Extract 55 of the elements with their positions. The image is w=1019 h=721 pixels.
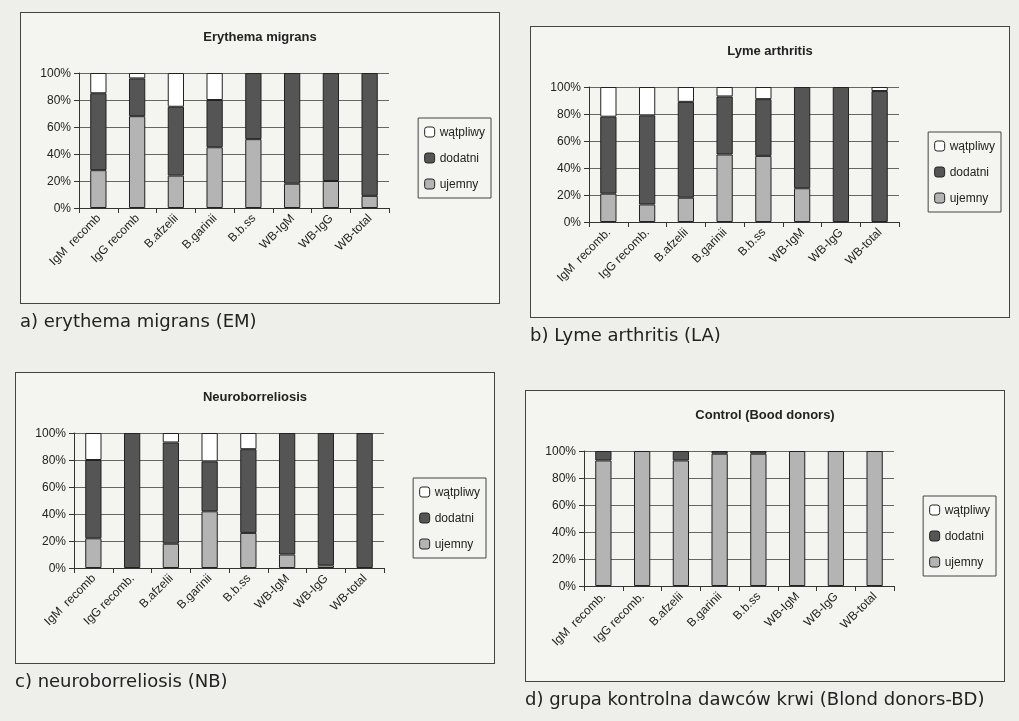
bar — [750, 453, 767, 586]
text: d) grupa kontrolna dawców krwi (Blond donors-BD) — [525, 688, 986, 709]
legend-label: ujemny — [434, 537, 474, 551]
y-tick-label: 80% — [46, 93, 72, 107]
chart-title: Neuroborreliosis — [202, 389, 308, 404]
legend-label: wątpliwy — [943, 503, 991, 517]
bar — [711, 453, 728, 586]
legend-label: wątpliwy — [948, 139, 996, 153]
y-tick-label: 40% — [46, 147, 72, 161]
y-tick-label: 40% — [41, 507, 67, 521]
bar — [356, 433, 373, 568]
y-tick-label: 20% — [46, 174, 72, 188]
bar — [123, 433, 141, 568]
bar — [788, 451, 806, 586]
y-tick-label: 20% — [41, 534, 67, 548]
y-tick-label: 40% — [556, 161, 582, 175]
y-tick-label: 100% — [35, 426, 67, 440]
bar — [866, 451, 883, 586]
y-tick-label: 0% — [48, 561, 67, 575]
text: c) neuroborreliosis (NB) — [15, 670, 229, 691]
y-tick-label: 100% — [550, 80, 582, 94]
bar — [633, 451, 651, 586]
y-tick-label: 80% — [41, 453, 67, 467]
legend-label: ujemny — [439, 177, 479, 191]
y-tick-label: 60% — [556, 134, 582, 148]
y-tick-label: 100% — [40, 66, 72, 80]
legend-label: ujemny — [949, 191, 989, 205]
legend-label: wątpliwy — [438, 125, 486, 139]
y-tick-label: 20% — [551, 552, 577, 566]
y-tick-label: 60% — [46, 120, 72, 134]
bar — [827, 451, 845, 586]
bar — [832, 87, 850, 222]
legend-label: dodatni — [434, 511, 475, 525]
legend-label: ujemny — [944, 555, 984, 569]
legend-label: dodatni — [949, 165, 990, 179]
y-tick-label: 0% — [563, 215, 582, 229]
legend-label: wątpliwy — [433, 485, 481, 499]
legend-label: dodatni — [944, 529, 985, 543]
chart-title: Control (Bood donors) — [695, 407, 835, 422]
y-tick-label: 60% — [551, 498, 577, 512]
y-tick-label: 80% — [556, 107, 582, 121]
y-tick-label: 60% — [41, 480, 67, 494]
text: a) erythema migrans (EM) — [20, 310, 258, 331]
chart-title: Erythema migrans — [203, 29, 317, 44]
y-tick-label: 100% — [545, 444, 577, 458]
legend-label: dodatni — [439, 151, 480, 165]
y-tick-label: 0% — [53, 201, 72, 215]
y-tick-label: 80% — [551, 471, 577, 485]
chart-title: Lyme arthritis — [727, 43, 813, 58]
bar — [317, 433, 335, 566]
text: b) Lyme arthritis (LA) — [530, 324, 722, 345]
y-tick-label: 40% — [551, 525, 577, 539]
y-tick-label: 0% — [558, 579, 577, 593]
bar — [871, 91, 888, 222]
y-tick-label: 20% — [556, 188, 582, 202]
